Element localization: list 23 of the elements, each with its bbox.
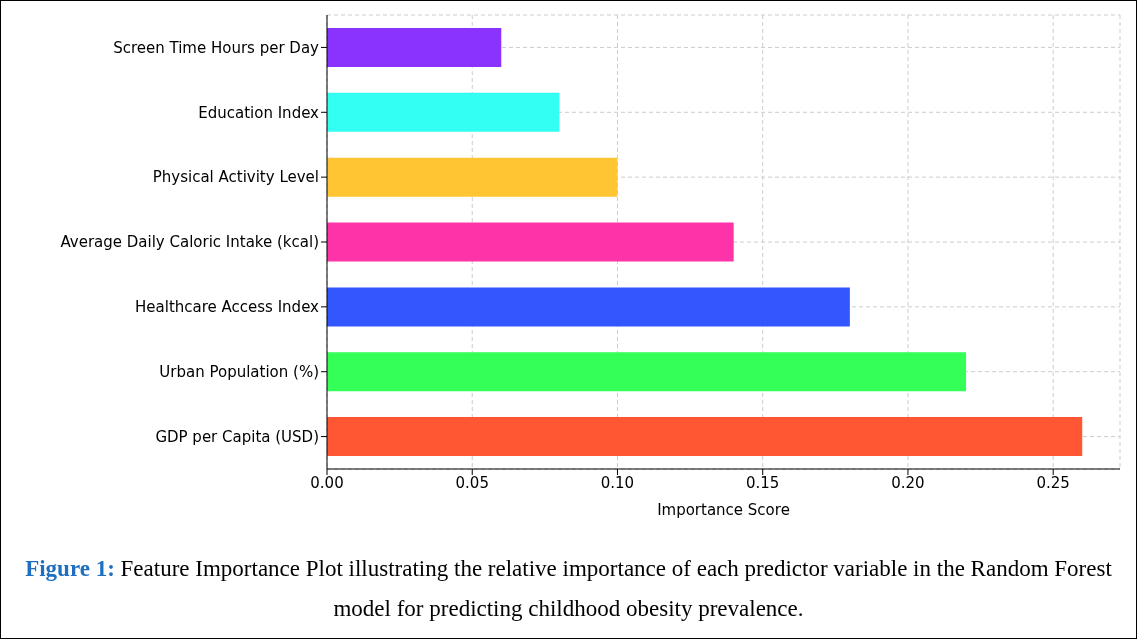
y-tick-label: Physical Activity Level — [152, 168, 319, 187]
x-tick-label: 0.05 — [455, 473, 489, 492]
y-tick-label: Urban Population (%) — [159, 363, 319, 382]
caption: Figure 1: — [25, 556, 115, 581]
bar — [327, 222, 734, 262]
x-tick-label: 0.00 — [310, 473, 344, 492]
y-tick-label: GDP per Capita (USD) — [155, 427, 319, 446]
y-tick-label: Education Index — [198, 103, 320, 122]
bar — [327, 352, 967, 392]
x-tick-label: 0.10 — [600, 473, 635, 492]
x-tick-label: 0.15 — [746, 473, 780, 492]
bar — [327, 417, 1083, 457]
bar — [327, 92, 560, 132]
x-tick-label: 0.25 — [1036, 473, 1070, 492]
bar — [327, 287, 850, 327]
y-tick-label: Screen Time Hours per Day — [113, 38, 320, 57]
text: Feature Importance Plot illustrating the relative importance of each predictor variable in the Random Forest model for predicting childhood obesity prevalence. — [120, 556, 1112, 621]
bar — [327, 27, 502, 67]
x-axis-title: Importance Score — [657, 501, 790, 519]
bar — [327, 157, 618, 197]
y-tick-label: Average Daily Caloric Intake (kcal) — [60, 233, 319, 252]
x-tick-label: 0.20 — [891, 473, 925, 492]
y-tick-label: Healthcare Access Index — [135, 298, 320, 317]
